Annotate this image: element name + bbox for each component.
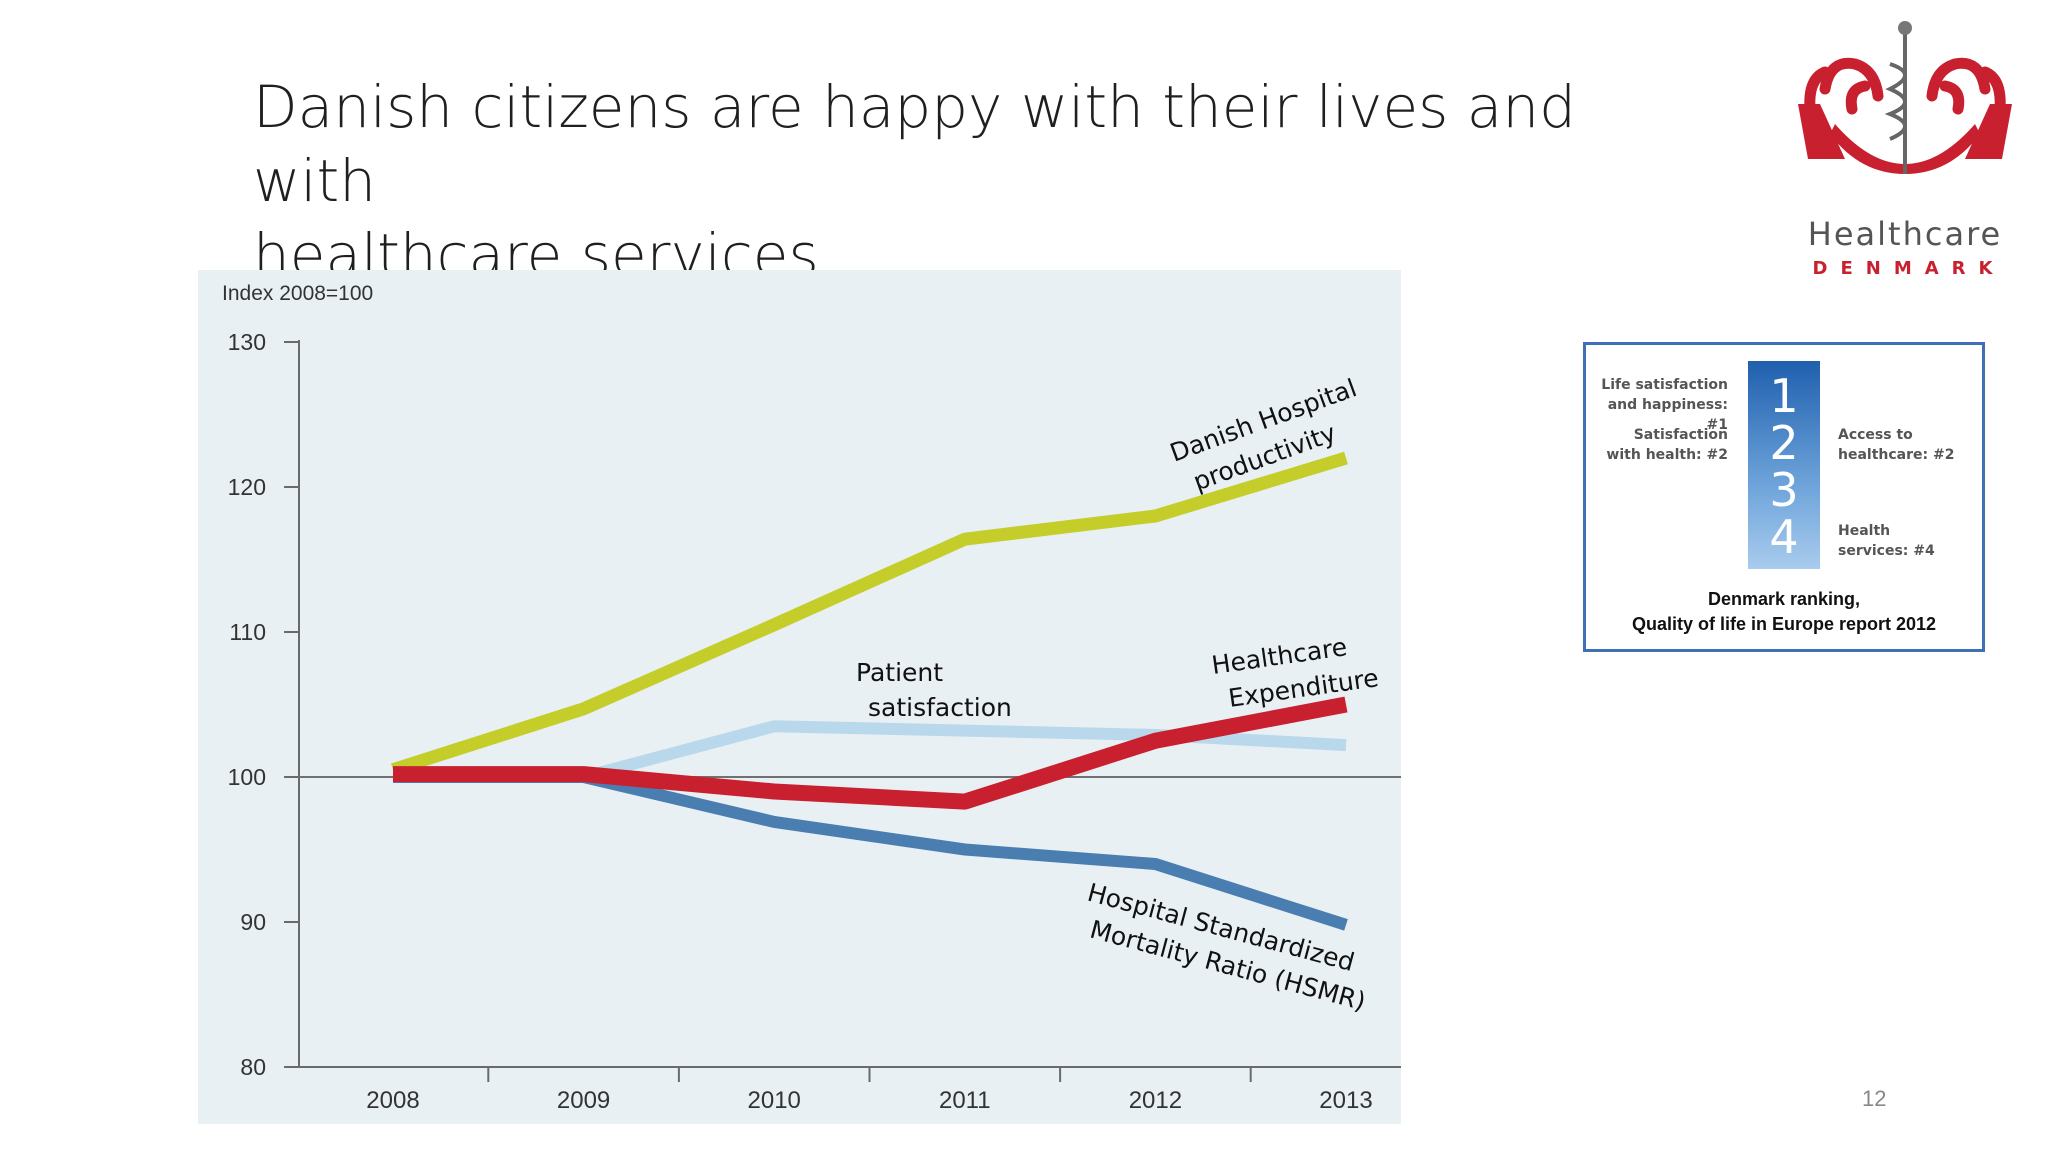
ranking-item: Health services: #4 xyxy=(1838,523,1935,559)
y-tick-label: 110 xyxy=(229,619,266,645)
title-line-1: Danish citizens are happy with their liv… xyxy=(253,73,1576,215)
ranking-caption: Denmark ranking, Quality of life in Euro… xyxy=(1631,589,1937,634)
ranking-box: 1 2 3 4 Life satisfaction and happiness:… xyxy=(1583,342,1985,652)
patient-satisfaction-label-line2: satisfaction xyxy=(868,693,1012,722)
ranking-item: Life satisfaction and happiness: #1 xyxy=(1601,377,1728,433)
ranking-item: Access to healthcare: #2 xyxy=(1838,427,1955,463)
x-tick-label: 2013 xyxy=(1319,1087,1372,1114)
y-tick-label: 80 xyxy=(240,1054,266,1080)
slide-title: Danish citizens are happy with their liv… xyxy=(253,70,1703,292)
chart-background xyxy=(198,270,1401,1124)
page-number: 12 xyxy=(1862,1086,1887,1111)
rank-column xyxy=(1748,361,1820,569)
x-tick-label: 2010 xyxy=(748,1087,801,1114)
y-tick-label: 90 xyxy=(240,909,266,935)
y-tick-label: 100 xyxy=(228,764,266,790)
x-tick-label: 2009 xyxy=(557,1087,610,1114)
x-tick-label: 2012 xyxy=(1129,1087,1182,1114)
x-tick-label: 2011 xyxy=(939,1087,991,1114)
rank-number: 1 xyxy=(1769,369,1799,423)
logo-country: DENMARK xyxy=(1812,258,2006,279)
healthcare-denmark-logo xyxy=(1798,21,2012,174)
y-tick-label: 120 xyxy=(228,474,266,500)
index-line-chart: Index 2008=100 80 90 100 110 120 130 2008 2009 20… xyxy=(198,270,1401,1124)
expenditure-line xyxy=(393,696,1348,810)
productivity-line xyxy=(391,451,1348,776)
x-tick-label: 2008 xyxy=(366,1087,419,1114)
rank-number: 2 xyxy=(1769,416,1799,470)
y-tick-label: 130 xyxy=(228,329,266,355)
logo-wordmark: Healthcare xyxy=(1807,215,2003,253)
y-axis-title: Index 2008=100 xyxy=(222,282,373,305)
patient-satisfaction-label-line1: Patient xyxy=(856,658,943,687)
ranking-item: Satisfaction with health: #2 xyxy=(1606,427,1728,463)
patient-satisfaction-label: Patient satisfaction xyxy=(856,658,1012,722)
rank-number: 3 xyxy=(1769,463,1799,517)
rank-number: 4 xyxy=(1769,510,1799,564)
